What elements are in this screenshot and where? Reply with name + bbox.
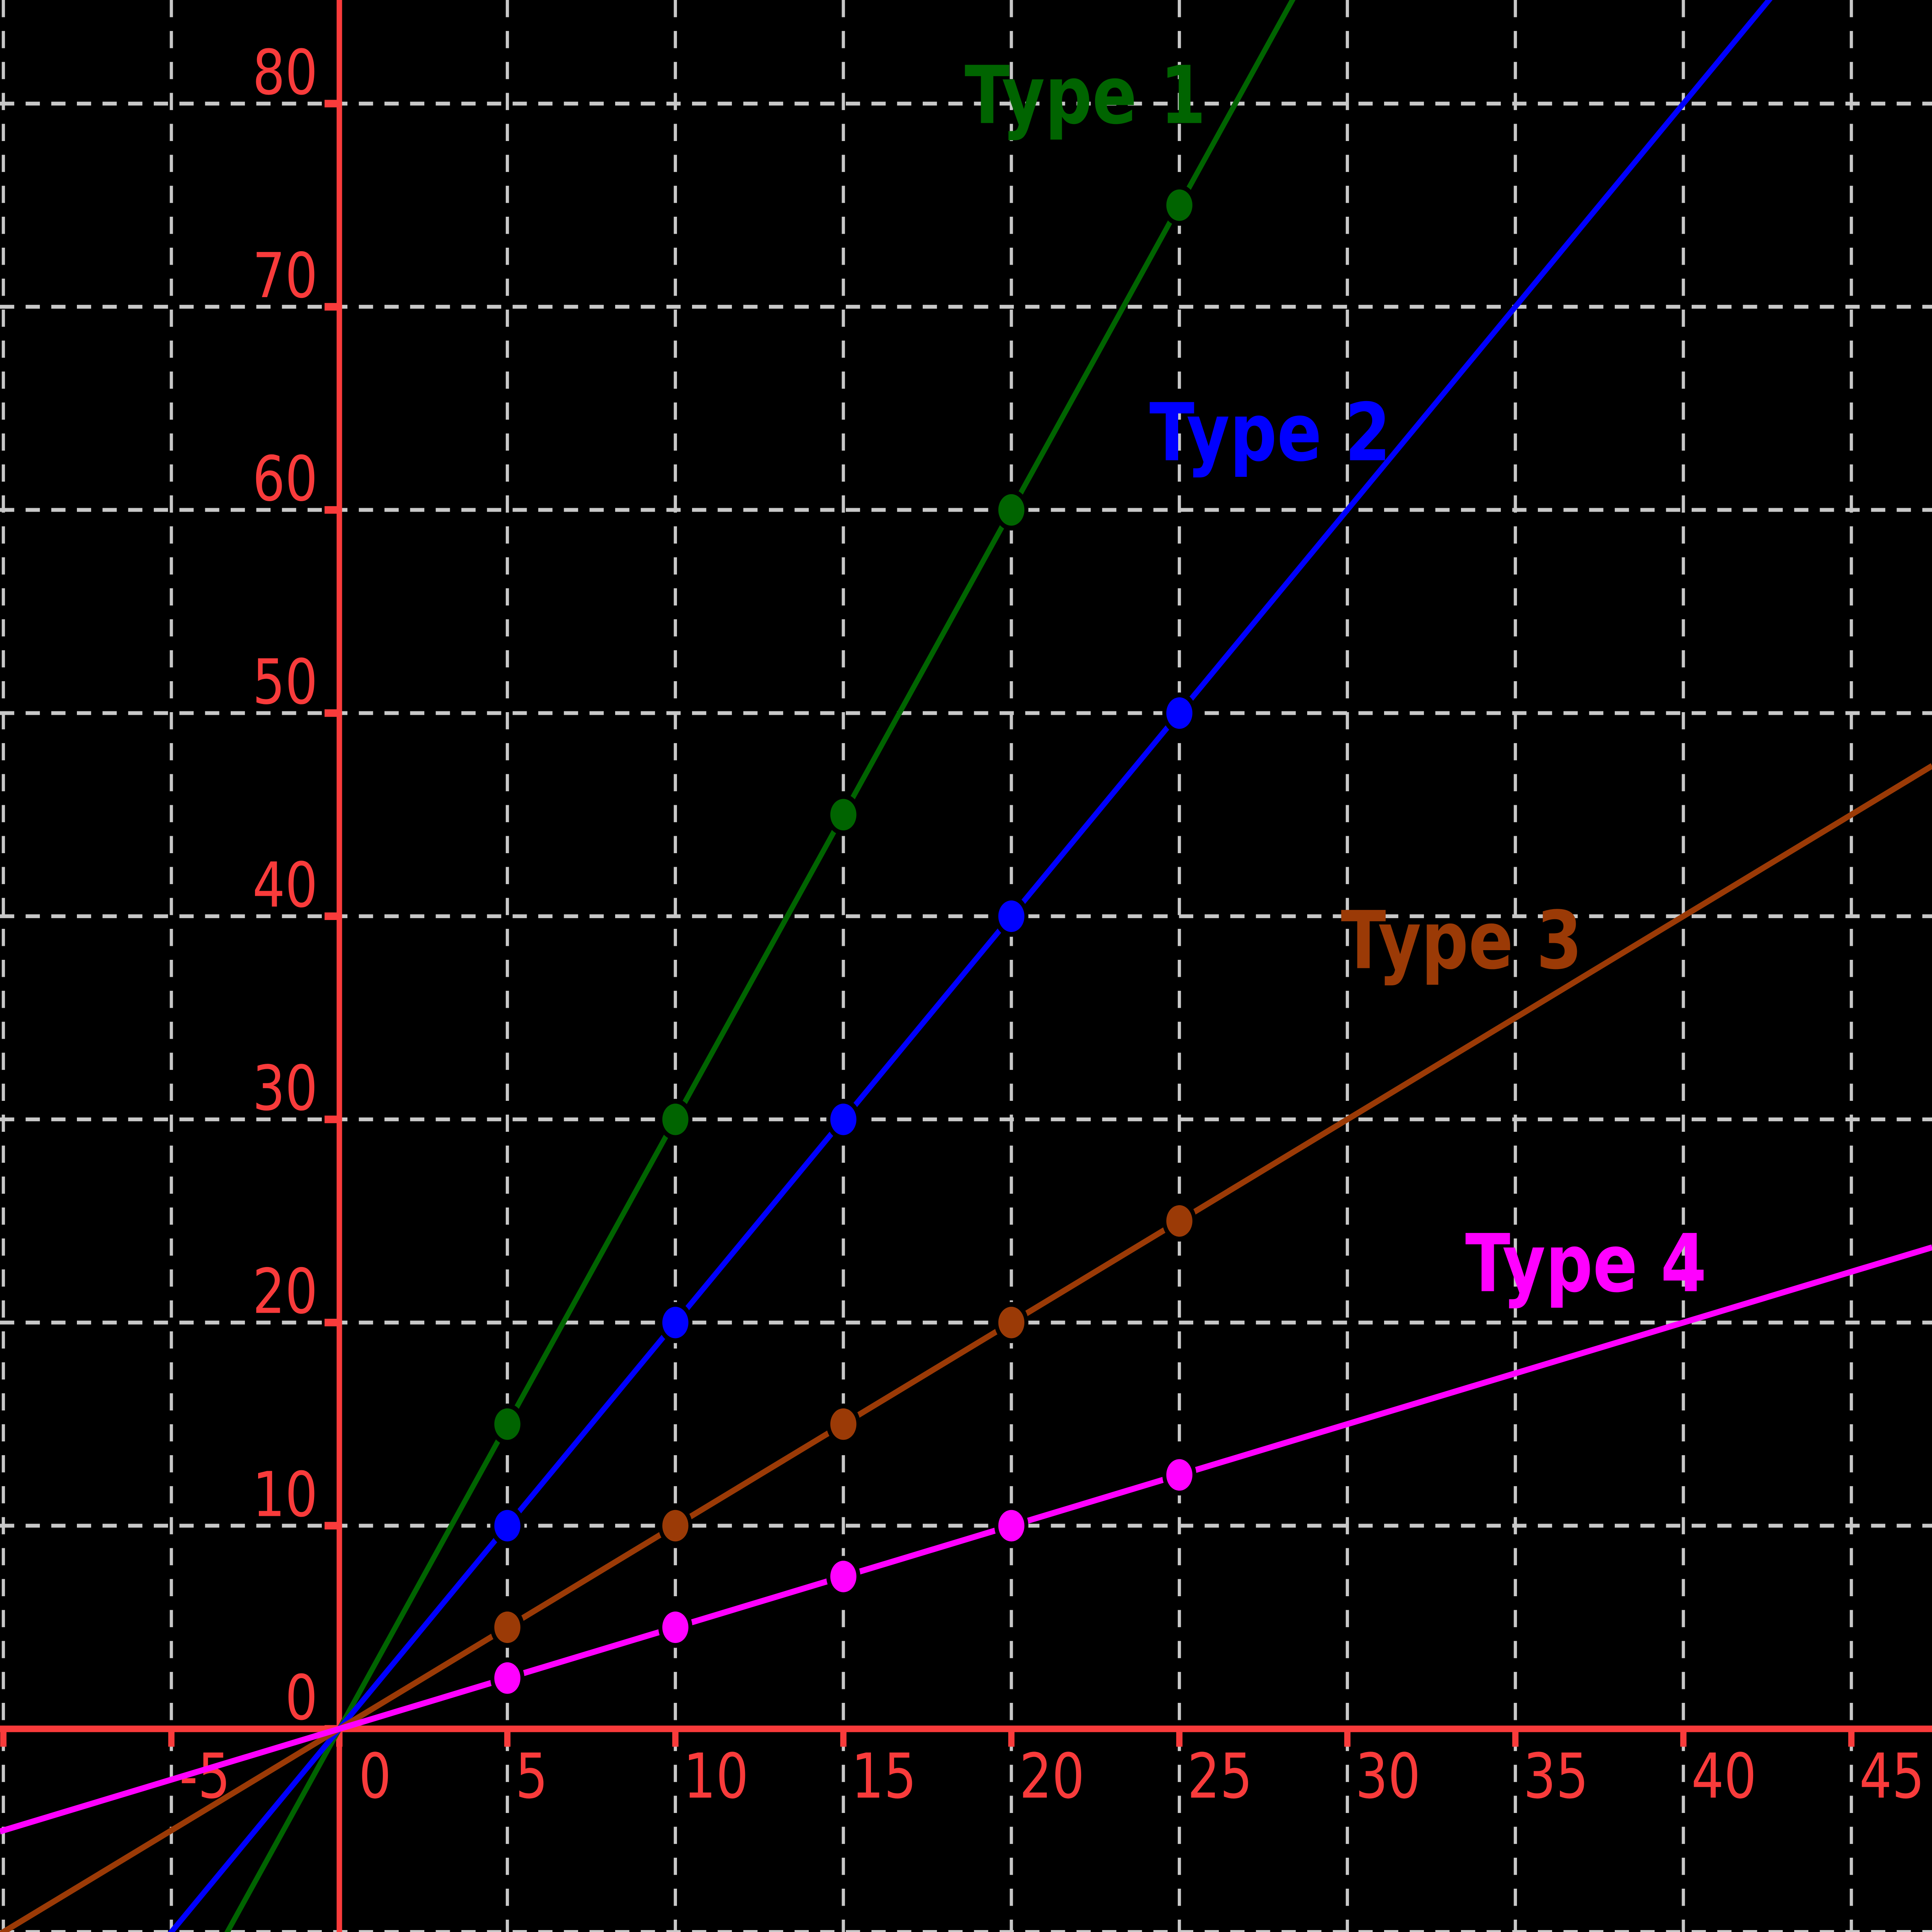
series-line-type-3 [0,763,1932,1932]
data-point-type-1-x5 [490,1403,525,1445]
marker-layer [490,184,1197,1699]
y-tick-label-50: 50 [252,646,318,718]
data-point-type-4-x10 [658,1607,692,1648]
x-tick-label-40: 40 [1691,1740,1757,1812]
data-point-type-4-x25 [1162,1454,1197,1496]
data-point-type-2-x15 [826,1099,861,1140]
y-tick-label-20: 20 [252,1255,318,1328]
data-point-type-3-x25 [1162,1200,1197,1242]
y-tick-label-30: 30 [252,1052,318,1124]
series-label-type-1: Type 1 [964,49,1206,142]
y-tick-label-40: 40 [252,849,318,921]
series-label-type-4: Type 4 [1465,1217,1707,1310]
data-point-type-3-x20 [994,1302,1029,1343]
data-point-type-1-x20 [994,489,1029,531]
x-tick-label-0: 0 [359,1740,391,1812]
x-tick-label-25: 25 [1187,1740,1253,1812]
data-point-type-1-x15 [826,794,861,835]
series-label-layer: Type 1 Type 2 Type 3 Type 4 [964,49,1706,1310]
data-point-type-1-x25 [1162,184,1197,226]
data-point-type-3-x5 [490,1607,525,1648]
y-tick-label-0: 0 [285,1662,318,1734]
data-point-type-1-x10 [658,1099,692,1140]
x-tick-label-35: 35 [1523,1740,1588,1812]
x-tick-label-10: 10 [683,1740,748,1812]
series-label-type-3: Type 3 [1341,894,1582,987]
data-point-type-2-x10 [658,1302,692,1343]
y-tick-label-10: 10 [252,1458,318,1531]
data-point-type-2-x20 [994,895,1029,937]
series-label-type-2: Type 2 [1150,386,1391,479]
data-point-type-4-x20 [994,1505,1029,1546]
y-tick-label-60: 60 [252,442,318,515]
data-point-type-4-x5 [490,1657,525,1699]
data-point-type-2-x5 [490,1505,525,1546]
data-point-type-3-x15 [826,1403,861,1445]
series-line-type-4 [0,1244,1932,1835]
x-tick-label-45: 45 [1859,1740,1925,1812]
y-tick-label-70: 70 [252,240,318,312]
y-tick-label-80: 80 [252,36,318,109]
x-tick-label-5: 5 [515,1740,548,1812]
data-point-type-2-x25 [1162,692,1197,734]
data-point-type-3-x10 [658,1505,692,1546]
x-tick-label-20: 20 [1019,1740,1085,1812]
x-tick-label-30: 30 [1355,1740,1421,1812]
x-tick-label-15: 15 [851,1740,917,1812]
data-point-type-4-x15 [826,1556,861,1597]
